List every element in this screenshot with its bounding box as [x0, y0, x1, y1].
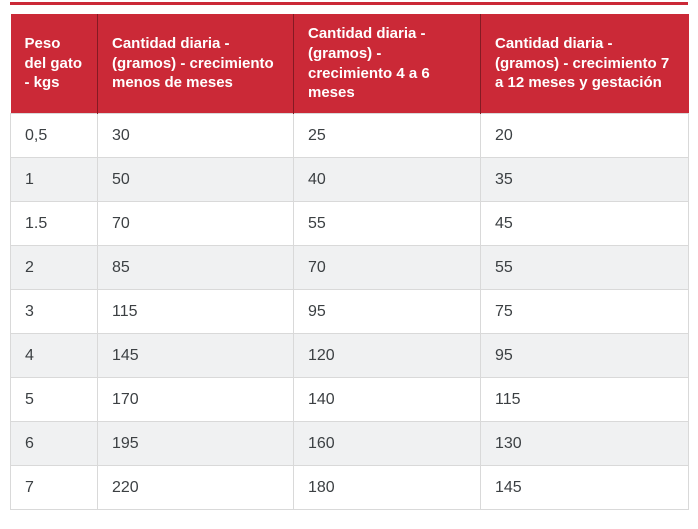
cell-gramos-menos-meses: 145	[97, 333, 294, 379]
cell-peso: 3	[10, 289, 98, 335]
table-row: 5 170 140 115	[10, 377, 689, 423]
cell-gramos-4-6: 55	[293, 201, 481, 247]
header-row: Peso del gato - kgs Cantidad diaria - (g…	[10, 14, 689, 114]
cell-gramos-7-12: 45	[480, 201, 689, 247]
cell-gramos-7-12: 35	[480, 157, 689, 203]
cell-gramos-menos-meses: 115	[97, 289, 294, 335]
cell-peso: 6	[10, 421, 98, 467]
cell-gramos-4-6: 140	[293, 377, 481, 423]
cell-gramos-4-6: 180	[293, 465, 481, 511]
table-row: 0,5 30 25 20	[10, 113, 689, 159]
cell-gramos-menos-meses: 70	[97, 201, 294, 247]
cell-gramos-4-6: 160	[293, 421, 481, 467]
cell-gramos-4-6: 70	[293, 245, 481, 291]
col-header-crecimiento-7-12-meses: Cantidad diaria - (gramos) - crecimiento…	[480, 14, 689, 114]
cell-gramos-menos-meses: 170	[97, 377, 294, 423]
table-row: 3 115 95 75	[10, 289, 689, 335]
cell-gramos-menos-meses: 85	[97, 245, 294, 291]
cell-gramos-menos-meses: 220	[97, 465, 294, 511]
cell-gramos-7-12: 145	[480, 465, 689, 511]
col-header-crecimiento-4-6-meses: Cantidad diaria - (gramos) - crecimiento…	[293, 14, 481, 114]
table-row: 2 85 70 55	[10, 245, 689, 291]
table-row: 1.5 70 55 45	[10, 201, 689, 247]
cell-gramos-7-12: 95	[480, 333, 689, 379]
table-row: 1 50 40 35	[10, 157, 689, 203]
col-header-peso-gato: Peso del gato - kgs	[10, 14, 98, 114]
cell-peso: 7	[10, 465, 98, 511]
cell-gramos-4-6: 25	[293, 113, 481, 159]
cell-peso: 5	[10, 377, 98, 423]
cell-gramos-menos-meses: 50	[97, 157, 294, 203]
cell-peso: 1	[10, 157, 98, 203]
cell-peso: 2	[10, 245, 98, 291]
cell-gramos-menos-meses: 195	[97, 421, 294, 467]
cell-gramos-7-12: 115	[480, 377, 689, 423]
table-row: 7 220 180 145	[10, 465, 689, 511]
col-header-crecimiento-menos-meses: Cantidad diaria - (gramos) - crecimiento…	[97, 14, 294, 114]
cell-peso: 0,5	[10, 113, 98, 159]
cell-gramos-4-6: 40	[293, 157, 481, 203]
cell-gramos-7-12: 20	[480, 113, 689, 159]
cat-feeding-table: Peso del gato - kgs Cantidad diaria - (g…	[10, 14, 689, 511]
cell-gramos-4-6: 120	[293, 333, 481, 379]
cell-peso: 4	[10, 333, 98, 379]
cell-gramos-menos-meses: 30	[97, 113, 294, 159]
top-red-divider	[10, 2, 688, 5]
cell-gramos-7-12: 130	[480, 421, 689, 467]
table-row: 4 145 120 95	[10, 333, 689, 379]
page: Peso del gato - kgs Cantidad diaria - (g…	[10, 2, 689, 511]
cell-gramos-4-6: 95	[293, 289, 481, 335]
cell-gramos-7-12: 55	[480, 245, 689, 291]
cell-peso: 1.5	[10, 201, 98, 247]
table-row: 6 195 160 130	[10, 421, 689, 467]
cell-gramos-7-12: 75	[480, 289, 689, 335]
